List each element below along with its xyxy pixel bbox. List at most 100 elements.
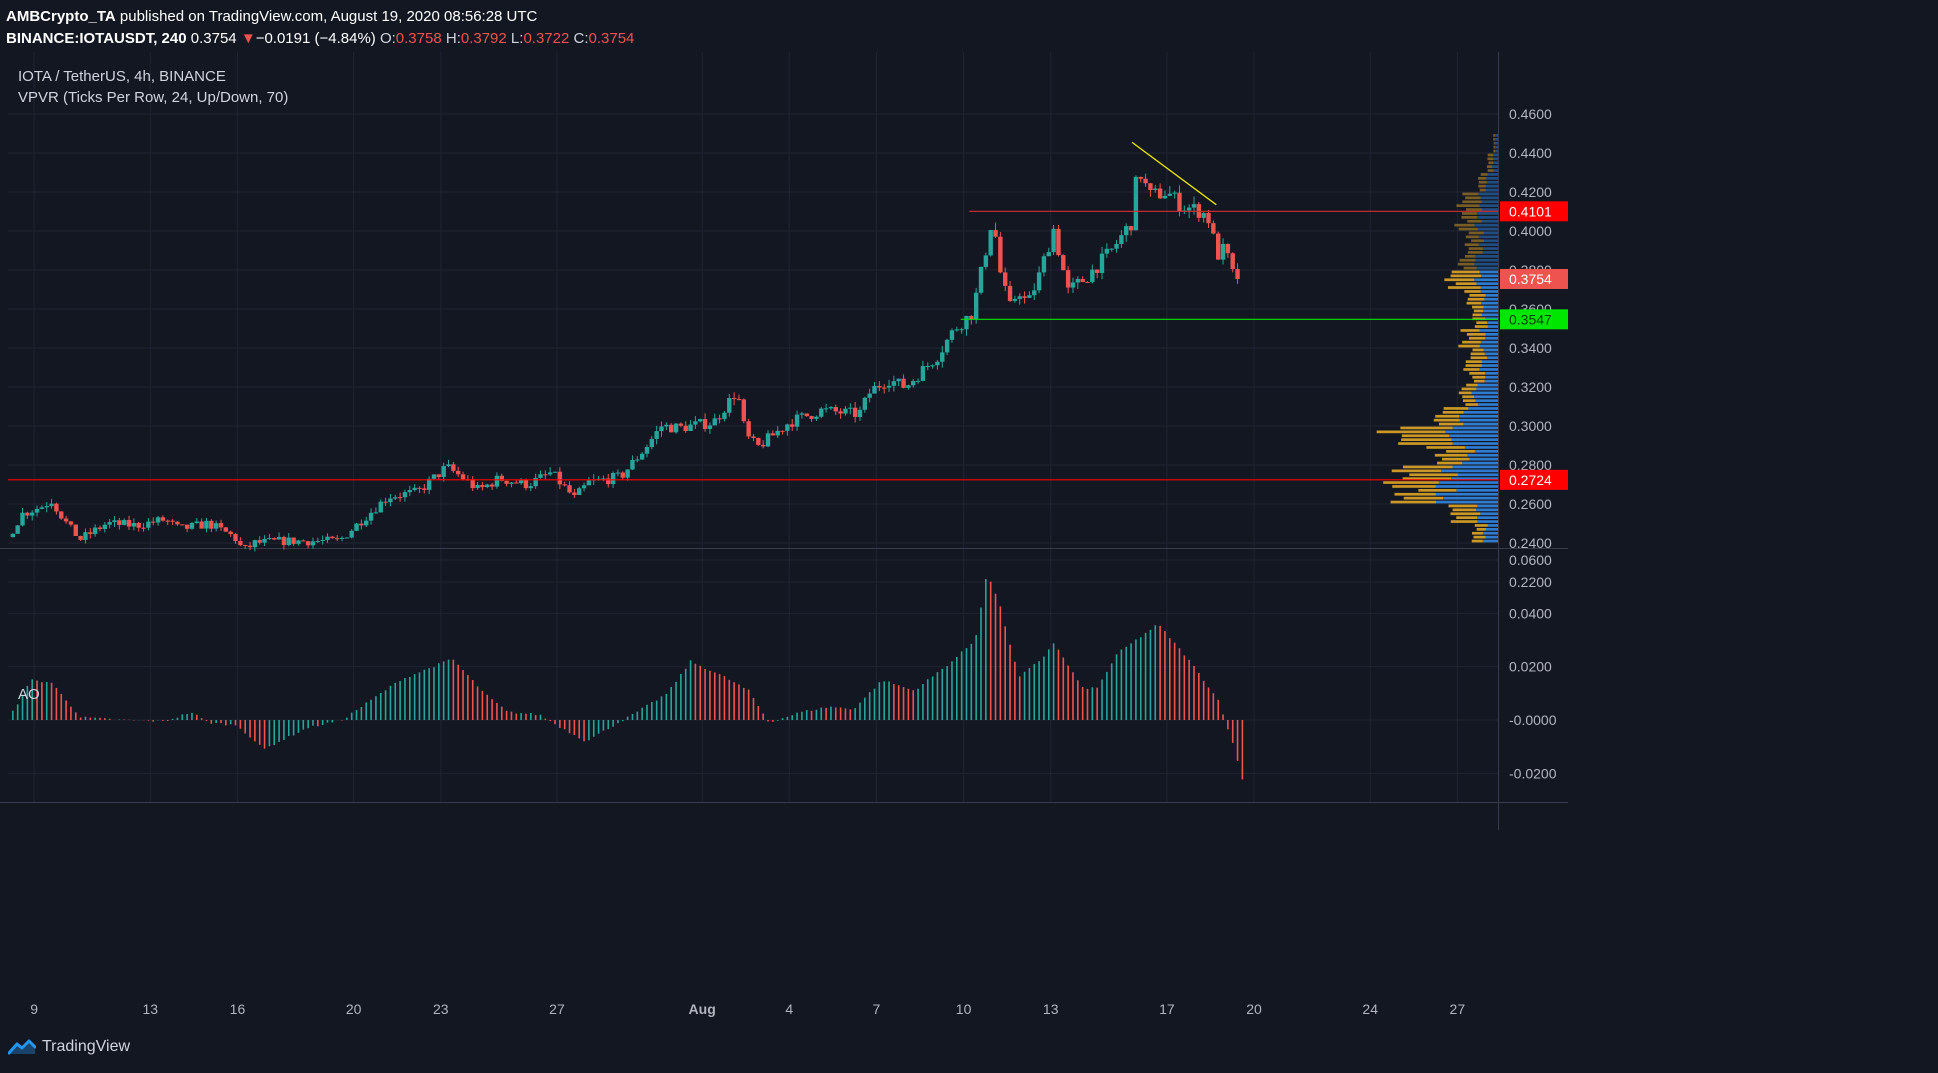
candle[interactable] xyxy=(1114,239,1119,253)
candle[interactable] xyxy=(92,524,98,537)
symbol-label[interactable]: BINANCE:IOTAUSDT, 240 xyxy=(6,30,187,47)
candle[interactable] xyxy=(896,378,901,386)
candle[interactable] xyxy=(1225,243,1231,258)
candle[interactable] xyxy=(397,492,403,502)
candle[interactable] xyxy=(693,416,698,430)
trendline[interactable] xyxy=(1131,141,1217,206)
candle[interactable] xyxy=(1003,267,1008,292)
level-lines[interactable] xyxy=(8,210,1498,481)
candle[interactable] xyxy=(1182,205,1187,215)
candle[interactable] xyxy=(867,388,872,403)
candle[interactable] xyxy=(1027,291,1032,298)
candle[interactable] xyxy=(334,535,340,541)
candle[interactable] xyxy=(930,364,935,369)
candle[interactable] xyxy=(281,535,287,550)
candle[interactable] xyxy=(731,392,737,406)
candle[interactable] xyxy=(1051,224,1056,256)
candle[interactable] xyxy=(1206,209,1211,229)
candle[interactable] xyxy=(635,456,640,463)
candle[interactable] xyxy=(722,411,727,422)
vpvr-label[interactable]: VPVR (Ticks Per Row, 24, Up/Down, 70) xyxy=(18,89,289,106)
candle[interactable] xyxy=(1007,281,1013,302)
candle[interactable] xyxy=(1172,190,1177,199)
candle[interactable] xyxy=(804,413,809,417)
candle[interactable] xyxy=(446,459,451,468)
candle[interactable] xyxy=(819,407,824,419)
candle[interactable] xyxy=(572,489,577,498)
candle[interactable] xyxy=(160,515,166,522)
candle[interactable] xyxy=(393,494,398,501)
candle[interactable] xyxy=(523,478,529,491)
candle[interactable] xyxy=(199,518,204,529)
candle[interactable] xyxy=(625,469,630,481)
candle[interactable] xyxy=(751,433,756,442)
candle[interactable] xyxy=(1085,281,1090,283)
candle[interactable] xyxy=(1162,190,1168,199)
candle[interactable] xyxy=(741,398,747,424)
candle[interactable] xyxy=(727,393,732,417)
candle[interactable] xyxy=(872,382,877,394)
candle[interactable] xyxy=(557,467,563,490)
candle[interactable] xyxy=(1148,182,1153,197)
candle[interactable] xyxy=(668,423,674,433)
candle[interactable] xyxy=(1099,246,1105,280)
candle[interactable] xyxy=(1157,183,1163,200)
candle[interactable] xyxy=(664,422,669,431)
candle[interactable] xyxy=(717,414,722,424)
candle[interactable] xyxy=(1090,264,1095,284)
candle[interactable] xyxy=(1022,291,1027,304)
pair-label[interactable]: IOTA / TetherUS, 4h, BINANCE xyxy=(18,68,226,85)
candle[interactable] xyxy=(678,422,684,428)
ao-label[interactable]: AO xyxy=(18,686,40,703)
candle[interactable] xyxy=(388,494,393,507)
candle[interactable] xyxy=(126,515,132,530)
candle[interactable] xyxy=(30,510,35,521)
candle[interactable] xyxy=(1128,225,1134,236)
candle[interactable] xyxy=(1138,176,1143,183)
candle[interactable] xyxy=(673,422,679,434)
candle[interactable] xyxy=(1104,243,1110,258)
candle[interactable] xyxy=(117,517,122,530)
candle[interactable] xyxy=(547,467,553,476)
candle[interactable] xyxy=(97,525,103,532)
candle[interactable] xyxy=(223,526,229,532)
candle[interactable] xyxy=(1191,196,1197,215)
candle[interactable] xyxy=(131,518,137,531)
candle[interactable] xyxy=(702,413,708,432)
candle[interactable] xyxy=(833,404,838,415)
candle[interactable] xyxy=(799,411,805,419)
candle[interactable] xyxy=(121,518,127,526)
candle[interactable] xyxy=(78,535,83,542)
candle[interactable] xyxy=(354,522,359,532)
candle[interactable] xyxy=(107,519,112,529)
candle[interactable] xyxy=(683,421,688,433)
candle[interactable] xyxy=(175,521,180,526)
candle[interactable] xyxy=(649,435,655,450)
candle[interactable] xyxy=(1220,238,1226,265)
candle[interactable] xyxy=(644,444,650,458)
candle[interactable] xyxy=(417,486,422,493)
candle[interactable] xyxy=(189,522,195,530)
candle[interactable] xyxy=(373,507,379,514)
candle[interactable] xyxy=(915,378,921,384)
candle[interactable] xyxy=(862,396,868,413)
candle[interactable] xyxy=(426,476,432,495)
candle[interactable] xyxy=(881,384,887,394)
candle[interactable] xyxy=(68,521,74,527)
candle[interactable] xyxy=(838,408,843,419)
candle[interactable] xyxy=(1017,293,1022,305)
candle[interactable] xyxy=(852,402,858,423)
candle[interactable] xyxy=(504,480,509,487)
time-axis[interactable]: 9 13 16 20 23 27 Aug 4 7 10 13 17 20 24 27 xyxy=(30,1001,1465,1017)
candle[interactable] xyxy=(436,474,442,481)
candle[interactable] xyxy=(843,406,848,416)
candle[interactable] xyxy=(514,480,519,484)
candle[interactable] xyxy=(344,537,350,539)
candle[interactable] xyxy=(480,481,485,491)
candle[interactable] xyxy=(422,483,427,494)
candle[interactable] xyxy=(552,471,558,473)
candle[interactable] xyxy=(954,326,959,332)
candle[interactable] xyxy=(39,505,45,510)
candle[interactable] xyxy=(1119,230,1124,248)
candle[interactable] xyxy=(983,252,989,270)
